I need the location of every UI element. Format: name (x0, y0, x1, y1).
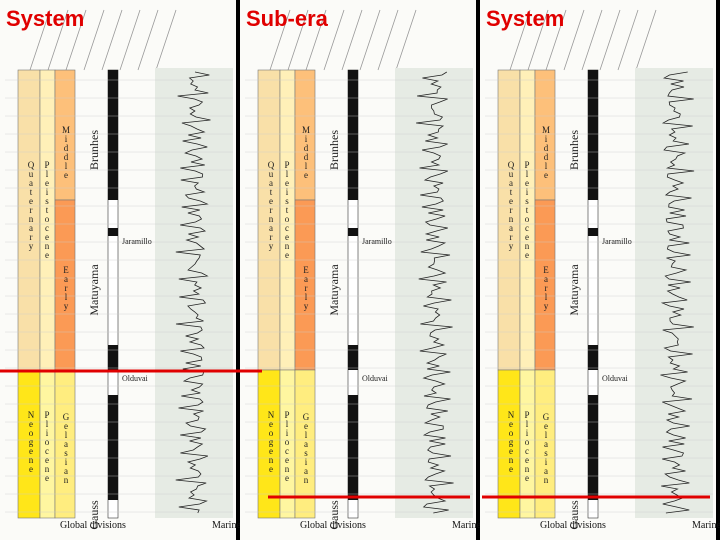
polarity-normal (108, 70, 118, 200)
unit-label: Pleistocene (282, 160, 292, 259)
chron-label: Gauss (327, 500, 341, 530)
unit-label: Gelasian (61, 412, 71, 484)
polarity-normal (348, 70, 358, 200)
footer-label: Global divisions (60, 520, 126, 531)
time-unit (534, 369, 556, 519)
header-line (395, 9, 417, 71)
chron-label: Brunhes (327, 130, 341, 170)
chron-label: Gauss (567, 500, 581, 530)
panel-title: System (486, 6, 564, 31)
unit-label: Middle (301, 125, 311, 179)
unit-label: Pliocene (522, 410, 532, 482)
header-line (527, 9, 549, 71)
event-label: Jaramillo (122, 237, 152, 246)
panel: Quaternary Neogene Pleistocene Pliocene Midd… (0, 0, 241, 540)
unit-label: Early (61, 265, 71, 311)
unit-label: Middle (541, 125, 551, 179)
header-line (563, 9, 585, 71)
footer-label: Global divisions (540, 520, 606, 531)
header-line (341, 9, 363, 71)
isotope-curve (416, 71, 454, 514)
unit-label: Pliocene (282, 410, 292, 482)
event-label: Olduvai (122, 374, 149, 383)
footer-label: Marine (452, 520, 481, 531)
polarity-normal (588, 228, 598, 236)
event-label: Olduvai (362, 374, 389, 383)
time-unit (294, 369, 316, 519)
unit-label: Gelasian (301, 412, 311, 484)
event-label: Jaramillo (362, 237, 392, 246)
header-line (65, 9, 87, 71)
header-line (269, 9, 291, 71)
unit-label: Gelasian (541, 412, 551, 484)
unit-label: Neogene (26, 410, 36, 473)
marine-bg (155, 68, 233, 518)
header-line (635, 9, 657, 71)
header-line (29, 9, 51, 71)
header-line (119, 9, 141, 71)
unit-label: Pleistocene (522, 160, 532, 259)
panel-title: System (6, 6, 84, 31)
unit-label: Neogene (266, 410, 276, 473)
header-line (323, 9, 345, 71)
header-line (509, 9, 531, 71)
header-line (287, 9, 309, 71)
unit-label: Quaternary (266, 160, 276, 251)
polarity-normal (108, 395, 118, 500)
isotope-curve (660, 71, 695, 514)
unit-label: Early (301, 265, 311, 311)
unit-label: Pleistocene (42, 160, 52, 259)
polarity-normal (588, 345, 598, 370)
header-line (47, 9, 69, 71)
header-line (599, 9, 621, 71)
chron-label: Matuyama (567, 264, 581, 316)
polarity-normal (588, 70, 598, 200)
header-line (137, 9, 159, 71)
footer-label: Marine (212, 520, 241, 531)
isotope-curve (175, 71, 211, 514)
header-line (101, 9, 123, 71)
panel: Quaternary Neogene Pleistocene Pliocene Midd… (240, 0, 481, 540)
polarity-normal (108, 228, 118, 236)
polarity-normal (348, 228, 358, 236)
header-line (617, 9, 639, 71)
polarity-normal (588, 395, 598, 500)
footer-label: Marine (692, 520, 720, 531)
header-line (359, 9, 381, 71)
chron-label: Matuyama (327, 264, 341, 316)
unit-label: Middle (61, 125, 71, 179)
polarity-normal (348, 345, 358, 370)
unit-label: Quaternary (506, 160, 516, 251)
unit-label: Quaternary (26, 160, 36, 251)
event-label: Jaramillo (602, 237, 632, 246)
chron-label: Matuyama (87, 264, 101, 316)
header-line (377, 9, 399, 71)
footer-label: Global divisions (300, 520, 366, 531)
unit-label: Neogene (506, 410, 516, 473)
panel-title: Sub-era (246, 6, 329, 31)
marine-bg (395, 68, 473, 518)
polarity-normal (108, 345, 118, 370)
event-label: Olduvai (602, 374, 629, 383)
header-line (155, 9, 177, 71)
header-line (545, 9, 567, 71)
header-line (305, 9, 327, 71)
header-line (581, 9, 603, 71)
chron-label: Brunhes (87, 130, 101, 170)
chron-label: Gauss (87, 500, 101, 530)
panel: Quaternary Neogene Pleistocene Pliocene Midd… (480, 0, 720, 540)
marine-bg (635, 68, 713, 518)
polarity-normal (348, 395, 358, 500)
chron-label: Brunhes (567, 130, 581, 170)
header-line (83, 9, 105, 71)
unit-label: Pliocene (42, 410, 52, 482)
unit-label: Early (541, 265, 551, 311)
